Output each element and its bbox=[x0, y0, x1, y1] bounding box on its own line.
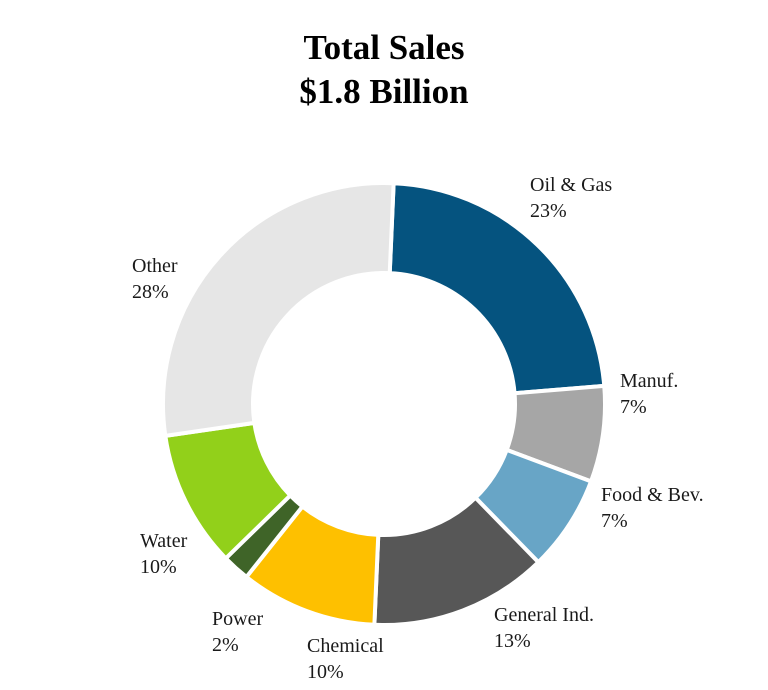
label-oil-gas: Oil & Gas 23% bbox=[530, 172, 612, 224]
label-chemical-name: Chemical bbox=[307, 635, 384, 657]
label-oil-gas-pct: 23% bbox=[530, 200, 567, 222]
chart-subtitle: $1.8 Billion bbox=[299, 72, 469, 111]
label-water-name: Water bbox=[140, 530, 188, 552]
label-other-name: Other bbox=[132, 255, 178, 277]
label-food-bev-pct: 7% bbox=[601, 510, 628, 532]
label-general-ind-name: General Ind. bbox=[494, 604, 594, 626]
label-power-pct: 2% bbox=[212, 634, 239, 656]
label-other-pct: 28% bbox=[132, 281, 169, 303]
label-power-name: Power bbox=[212, 608, 264, 630]
chart-title: Total Sales bbox=[303, 28, 465, 67]
label-food-bev: Food & Bev. 7% bbox=[601, 482, 704, 534]
donut-slice-other bbox=[161, 181, 396, 439]
label-chemical-pct: 10% bbox=[307, 661, 344, 683]
label-oil-gas-name: Oil & Gas bbox=[530, 174, 613, 196]
label-general-ind: General Ind. 13% bbox=[494, 602, 594, 654]
donut-slice-oil-gas bbox=[387, 181, 607, 396]
label-power: Power 2% bbox=[212, 606, 263, 658]
label-water: Water 10% bbox=[140, 528, 187, 580]
label-general-ind-pct: 13% bbox=[494, 630, 531, 652]
label-manuf-name: Manuf. bbox=[620, 370, 679, 392]
label-manuf: Manuf. 7% bbox=[620, 368, 678, 420]
label-manuf-pct: 7% bbox=[620, 396, 647, 418]
label-chemical: Chemical 10% bbox=[307, 633, 384, 685]
label-other: Other 28% bbox=[132, 253, 178, 305]
label-food-bev-name: Food & Bev. bbox=[601, 484, 704, 506]
label-water-pct: 10% bbox=[140, 556, 177, 578]
